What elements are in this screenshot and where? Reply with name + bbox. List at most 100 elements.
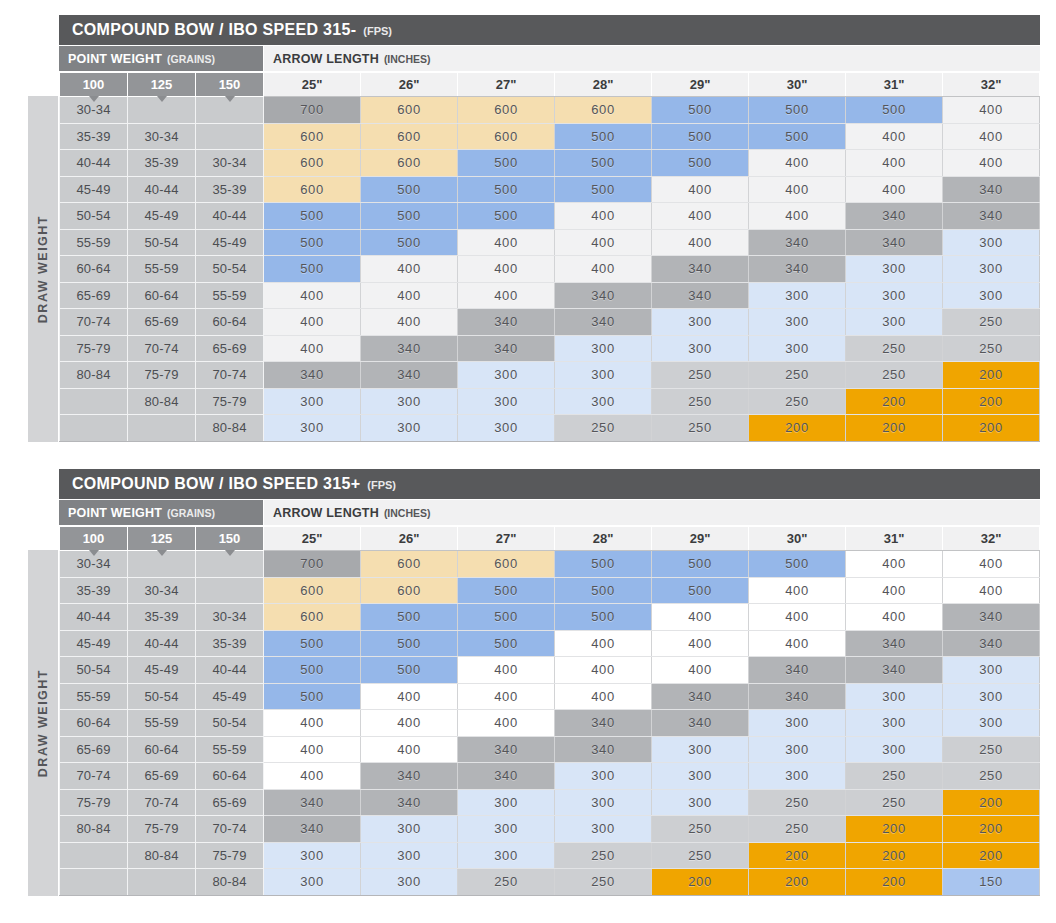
table-row: 30-34700600600600500500500400 xyxy=(60,97,1040,124)
arrow-length-column-header: 31" xyxy=(846,527,943,551)
spine-value-cell: 300 xyxy=(264,869,361,896)
spine-value-cell: 500 xyxy=(458,577,555,604)
arrow-length-column-header: 30" xyxy=(749,527,846,551)
spine-value-cell: 300 xyxy=(749,763,846,790)
arrow-length-column-header: 28" xyxy=(555,73,652,97)
spine-value-cell: 500 xyxy=(749,97,846,124)
spine-value-cell: 340 xyxy=(458,763,555,790)
spine-value-cell: 250 xyxy=(846,335,943,362)
spine-value-cell: 500 xyxy=(264,229,361,256)
spine-value-cell: 400 xyxy=(361,710,458,737)
spine-value-cell: 300 xyxy=(652,736,749,763)
point-weight-column-header: 150 xyxy=(196,527,264,551)
table-row: 30-34700600600500500500400400 xyxy=(60,551,1040,578)
column-pointer-icon xyxy=(225,96,235,102)
spine-value-cell: 200 xyxy=(943,842,1040,869)
spine-value-cell: 500 xyxy=(749,123,846,150)
spine-value-cell: 400 xyxy=(749,577,846,604)
draw-weight-cell: 70-74 xyxy=(196,816,264,843)
spine-value-cell: 250 xyxy=(652,415,749,442)
spine-value-cell: 500 xyxy=(555,604,652,631)
spine-value-cell: 250 xyxy=(943,736,1040,763)
spine-value-cell: 600 xyxy=(555,97,652,124)
draw-weight-cell: 80-84 xyxy=(128,842,196,869)
spine-value-cell: 400 xyxy=(846,150,943,177)
draw-weight-cell: 80-84 xyxy=(60,362,128,389)
table-row: 60-6455-5950-54400400400340340300300300 xyxy=(60,710,1040,737)
spine-value-cell: 300 xyxy=(846,282,943,309)
draw-weight-cell xyxy=(196,123,264,150)
spine-value-cell: 500 xyxy=(749,551,846,578)
spine-value-cell: 300 xyxy=(361,415,458,442)
spine-value-cell: 300 xyxy=(555,763,652,790)
group-header-row: POINT WEIGHT (GRAINS) ARROW LENGTH (INCH… xyxy=(59,500,1040,525)
table-row: 65-6960-6455-59400400340340300300300250 xyxy=(60,736,1040,763)
spine-value-cell: 340 xyxy=(943,630,1040,657)
spine-value-cell: 250 xyxy=(652,388,749,415)
draw-weight-cell: 75-79 xyxy=(196,842,264,869)
spine-value-cell: 300 xyxy=(555,789,652,816)
point-weight-column-header: 125 xyxy=(128,73,196,97)
draw-weight-cell: 65-69 xyxy=(128,763,196,790)
spine-value-cell: 400 xyxy=(361,736,458,763)
draw-weight-cell: 30-34 xyxy=(128,123,196,150)
spine-table: 10012515025"26"27"28"29"30"31"32" 30-347… xyxy=(59,526,1040,896)
draw-weight-cell: 30-34 xyxy=(196,150,264,177)
draw-weight-cell: 45-49 xyxy=(60,176,128,203)
table-row: 75-7970-7465-69400340340300300300250250 xyxy=(60,335,1040,362)
spine-value-cell: 300 xyxy=(846,309,943,336)
draw-weight-cell: 50-54 xyxy=(60,657,128,684)
draw-weight-cell: 60-64 xyxy=(196,763,264,790)
draw-weight-cell: 60-64 xyxy=(128,736,196,763)
spine-chart-page: DRAW WEIGHT COMPOUND BOW / IBO SPEED 315… xyxy=(0,0,1056,896)
spine-value-cell: 340 xyxy=(555,710,652,737)
spine-value-cell: 340 xyxy=(846,630,943,657)
spine-value-cell: 300 xyxy=(555,816,652,843)
spine-value-cell: 500 xyxy=(264,256,361,283)
spine-value-cell: 300 xyxy=(943,657,1040,684)
spine-value-cell: 340 xyxy=(458,309,555,336)
spine-value-cell: 400 xyxy=(846,604,943,631)
table-row: 80-8475-7970-74340300300300250250200200 xyxy=(60,816,1040,843)
draw-weight-cell: 55-59 xyxy=(196,282,264,309)
chart-title-bar: COMPOUND BOW / IBO SPEED 315- (FPS) xyxy=(59,15,1040,45)
spine-value-cell: 500 xyxy=(264,203,361,230)
draw-weight-cell: 60-64 xyxy=(60,710,128,737)
spine-value-cell: 400 xyxy=(264,309,361,336)
spine-value-cell: 250 xyxy=(749,362,846,389)
table-row: 35-3930-34600600500500500400400400 xyxy=(60,577,1040,604)
draw-weight-cell: 60-64 xyxy=(128,282,196,309)
table-row: 55-5950-5445-49500500400400400340340300 xyxy=(60,229,1040,256)
draw-weight-cell: 70-74 xyxy=(128,789,196,816)
spine-value-cell: 300 xyxy=(846,683,943,710)
draw-weight-cell: 65-69 xyxy=(196,335,264,362)
draw-weight-cell: 75-79 xyxy=(196,388,264,415)
draw-weight-cell: 75-79 xyxy=(60,335,128,362)
spine-value-cell: 400 xyxy=(943,551,1040,578)
draw-weight-cell: 55-59 xyxy=(128,256,196,283)
spine-value-cell: 340 xyxy=(361,335,458,362)
spine-value-cell: 250 xyxy=(458,869,555,896)
spine-value-cell: 250 xyxy=(749,789,846,816)
draw-weight-cell xyxy=(128,415,196,442)
spine-value-cell: 300 xyxy=(652,763,749,790)
spine-value-cell: 300 xyxy=(458,842,555,869)
arrow-length-column-header: 28" xyxy=(555,527,652,551)
spine-value-cell: 200 xyxy=(943,415,1040,442)
table-row: 80-8475-79300300300250250200200200 xyxy=(60,842,1040,869)
draw-weight-cell: 65-69 xyxy=(128,309,196,336)
spine-value-cell: 340 xyxy=(846,203,943,230)
draw-weight-cell: 45-49 xyxy=(128,657,196,684)
spine-value-cell: 400 xyxy=(555,630,652,657)
spine-value-cell: 400 xyxy=(458,256,555,283)
spine-value-cell: 250 xyxy=(846,362,943,389)
spine-value-cell: 600 xyxy=(264,176,361,203)
spine-value-cell: 250 xyxy=(652,362,749,389)
spine-value-cell: 200 xyxy=(749,842,846,869)
spine-value-cell: 400 xyxy=(749,203,846,230)
table-row: 60-6455-5950-54500400400400340340300300 xyxy=(60,256,1040,283)
spine-value-cell: 300 xyxy=(555,362,652,389)
spine-value-cell: 300 xyxy=(361,869,458,896)
spine-value-cell: 400 xyxy=(943,97,1040,124)
spine-value-cell: 400 xyxy=(555,256,652,283)
